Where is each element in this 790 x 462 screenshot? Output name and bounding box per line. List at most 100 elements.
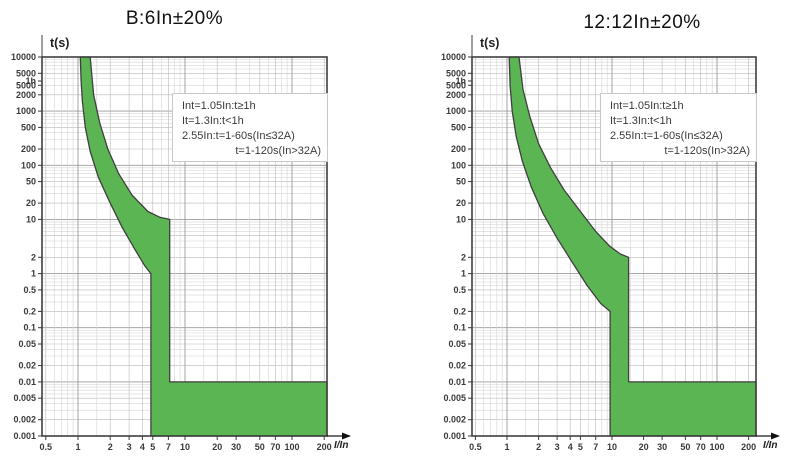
annotation-line: t=1-120s(In>32A) bbox=[664, 145, 750, 157]
y-tick-label: 0.5 bbox=[23, 285, 36, 295]
x-tick-label: 70 bbox=[270, 442, 280, 452]
y-tick-label: 0.05 bbox=[18, 339, 36, 349]
y-tick-label: 50 bbox=[456, 177, 466, 187]
chart-title: B:6In±20% bbox=[125, 8, 224, 29]
y-tick-label: 0.002 bbox=[13, 415, 36, 425]
y-tick-label: 0.02 bbox=[448, 361, 466, 371]
x-tick-label: 200 bbox=[317, 442, 332, 452]
y-tick-label: 200 bbox=[451, 144, 466, 154]
y-tick-label: 0.001 bbox=[13, 431, 36, 441]
y-axis-label: t(s) bbox=[50, 36, 70, 50]
annotation-box: Int=1.05In:t≥1h It=1.3In:t<1h 2.55In:t=1… bbox=[600, 93, 757, 162]
chart-title: 12:12In±20% bbox=[583, 12, 701, 33]
x-tick-label: 200 bbox=[741, 442, 756, 452]
y-tick-label: 50 bbox=[26, 177, 36, 187]
y-tick-label: 5000 bbox=[16, 80, 36, 90]
x-tick-label: 1 bbox=[75, 442, 80, 452]
y-tick-label: 10 bbox=[456, 214, 466, 224]
annotation-line: t=1-120s(In>32A) bbox=[235, 145, 321, 157]
y-tick-label: 5000 bbox=[16, 68, 36, 78]
y-tick-label: 0.01 bbox=[448, 377, 466, 387]
y-tick-label: 5000 bbox=[446, 80, 466, 90]
y-tick-label: 0.005 bbox=[443, 393, 466, 403]
chart-b-6in: B:6In±20% t(s) 10000 5000 1h 5000 2000 1000 50… bbox=[11, 8, 351, 452]
y-tick-label: 0.1 bbox=[23, 323, 36, 333]
x-tick-label: 10 bbox=[607, 442, 617, 452]
y-tick-label: 0.2 bbox=[453, 306, 466, 316]
y-tick-label: 10 bbox=[26, 214, 36, 224]
y-tick-label: 500 bbox=[451, 122, 466, 132]
y-tick-label: 10000 bbox=[11, 52, 36, 62]
x-tick-label: 0.5 bbox=[40, 442, 53, 452]
x-tick-label: 20 bbox=[212, 442, 222, 452]
y-tick-label: 10000 bbox=[441, 52, 466, 62]
x-tick-label: 50 bbox=[680, 442, 690, 452]
y-tick-label: 0.2 bbox=[23, 306, 36, 316]
y-tick-label: 0.02 bbox=[18, 361, 36, 371]
y-tick-label: 100 bbox=[451, 160, 466, 170]
y-tick-label: 2 bbox=[461, 252, 466, 262]
annotation-line: Int=1.05In:t≥1h bbox=[182, 100, 256, 112]
y-tick-label: 0.05 bbox=[448, 339, 466, 349]
y-tick-label: 2000 bbox=[16, 90, 36, 100]
x-tick-label: 4 bbox=[568, 442, 573, 452]
plot-area: 1000050001h50002000100050020010050201021… bbox=[441, 35, 780, 452]
x-tick-label: 20 bbox=[639, 442, 649, 452]
chart-12in: 12:12In±20% t(s) 10000 5000 1h 5000 2000 1000… bbox=[395, 0, 790, 462]
y-tick-label: 100 bbox=[21, 160, 36, 170]
y-tick-label: 0.005 bbox=[13, 393, 36, 403]
y-tick-label: 0.01 bbox=[18, 377, 36, 387]
annotation-box: Int=1.05In:t≥1h It=1.3In:t<1h 2.55In:t=1… bbox=[172, 93, 328, 162]
y-tick-label: 1 bbox=[461, 269, 466, 279]
y-tick-label: 2000 bbox=[446, 90, 466, 100]
x-axis-arrow-icon bbox=[771, 432, 780, 440]
x-tick-label: 4 bbox=[140, 442, 145, 452]
x-tick-label: 7 bbox=[166, 442, 171, 452]
x-tick-label: 2 bbox=[108, 442, 113, 452]
annotation-line: It=1.3In:t<1h bbox=[610, 115, 672, 127]
x-tick-label: 70 bbox=[696, 442, 706, 452]
annotation-line: It=1.3In:t<1h bbox=[182, 115, 244, 127]
x-tick-label: 5 bbox=[150, 442, 155, 452]
x-tick-label: 3 bbox=[127, 442, 132, 452]
x-tick-label: 3 bbox=[555, 442, 560, 452]
y-tick-label: 1000 bbox=[16, 106, 36, 116]
y-tick-label: 1h bbox=[25, 76, 36, 86]
y-tick-label: 20 bbox=[456, 198, 466, 208]
y-tick-label: 0.5 bbox=[453, 285, 466, 295]
x-tick-label: 100 bbox=[284, 442, 299, 452]
x-tick-label: 30 bbox=[657, 442, 667, 452]
y-tick-label: 1 bbox=[31, 269, 36, 279]
x-axis-label: I/In bbox=[763, 440, 778, 451]
x-tick-label: 30 bbox=[231, 442, 241, 452]
x-tick-label: 7 bbox=[593, 442, 598, 452]
x-tick-label: 10 bbox=[180, 442, 190, 452]
x-axis-label: I/In bbox=[334, 440, 349, 451]
y-tick-label: 20 bbox=[26, 198, 36, 208]
y-tick-label: 0.002 bbox=[443, 415, 466, 425]
x-axis-arrow-icon bbox=[342, 432, 351, 440]
y-tick-label: 2 bbox=[31, 252, 36, 262]
y-tick-label: 0.1 bbox=[453, 323, 466, 333]
y-tick-label: 500 bbox=[21, 122, 36, 132]
y-tick-label: 1h bbox=[455, 76, 466, 86]
plot-frame bbox=[471, 56, 757, 437]
axis-ticks: 1000050001h50002000100050020010050201021… bbox=[11, 52, 332, 452]
x-tick-label: 100 bbox=[709, 442, 724, 452]
annotation-line: 2.55In:t=1-60s(In≤32A) bbox=[182, 130, 295, 142]
x-tick-label: 1 bbox=[504, 442, 509, 452]
annotation-line: 2.55In:t=1-60s(In≤32A) bbox=[610, 130, 723, 142]
x-tick-label: 50 bbox=[255, 442, 265, 452]
plot-area: 1000050001h50002000100050020010050201021… bbox=[11, 35, 351, 452]
y-axis-label: t(s) bbox=[480, 36, 500, 50]
x-tick-label: 2 bbox=[536, 442, 541, 452]
y-tick-label: 1000 bbox=[446, 106, 466, 116]
x-tick-label: 5 bbox=[578, 442, 583, 452]
y-tick-label: 0.001 bbox=[443, 431, 466, 441]
x-tick-label: 0.5 bbox=[469, 442, 482, 452]
annotation-line: Int=1.05In:t≥1h bbox=[610, 100, 684, 112]
y-tick-label: 200 bbox=[21, 144, 36, 154]
axis-ticks: 1000050001h50002000100050020010050201021… bbox=[441, 52, 756, 452]
y-tick-label: 5000 bbox=[446, 68, 466, 78]
